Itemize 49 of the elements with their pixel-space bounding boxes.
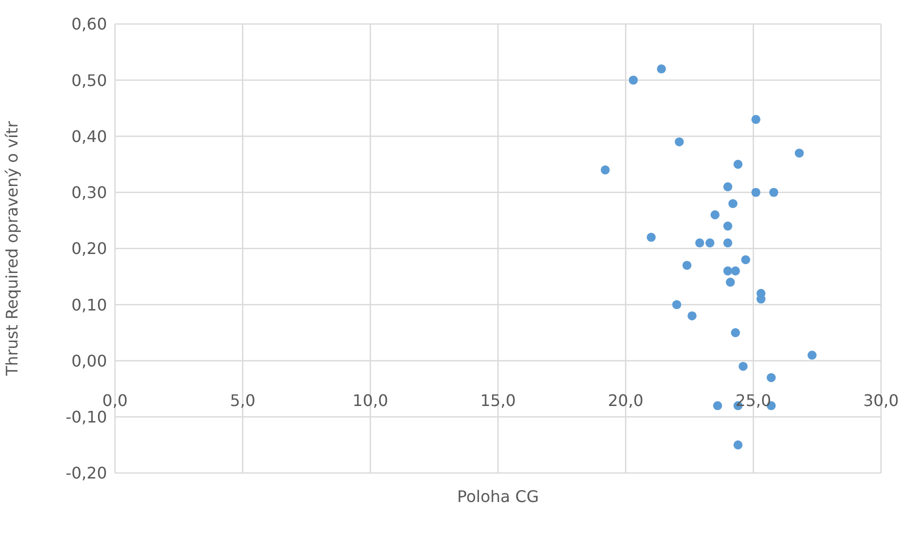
point xyxy=(730,328,740,338)
y-tick-label: 0,20 xyxy=(71,239,107,258)
point xyxy=(794,148,804,158)
x-tick-label: 15,0 xyxy=(480,391,516,410)
point xyxy=(730,266,740,276)
y-tick-label: -0,10 xyxy=(66,408,107,427)
point xyxy=(723,266,732,276)
point xyxy=(705,238,714,248)
point xyxy=(728,199,738,208)
y-tick-label: 0,60 xyxy=(71,14,107,34)
point xyxy=(600,165,610,174)
point xyxy=(808,350,817,360)
point xyxy=(741,255,750,264)
x-tick-label: 5,0 xyxy=(230,391,256,410)
point xyxy=(710,210,720,220)
point xyxy=(695,238,704,248)
point xyxy=(628,76,638,85)
y-tick-label: 0,10 xyxy=(71,295,107,314)
point xyxy=(726,278,735,287)
y-tick-label: 0,00 xyxy=(71,351,107,370)
point xyxy=(751,114,760,124)
point xyxy=(734,440,743,450)
point xyxy=(646,232,656,242)
x-axis-title: Poloha CG xyxy=(457,487,539,506)
point xyxy=(751,188,760,197)
point xyxy=(713,401,722,410)
point xyxy=(766,373,776,382)
point xyxy=(738,362,748,371)
x-tick-label: 10,0 xyxy=(352,391,388,410)
x-tick-label: 20,0 xyxy=(608,391,644,410)
y-tick-label: 0,50 xyxy=(71,70,107,90)
point xyxy=(756,294,766,304)
point xyxy=(682,260,692,270)
point xyxy=(688,311,697,320)
y-tick-label: 0,30 xyxy=(71,183,107,202)
x-tick-label: 25,0 xyxy=(736,391,772,410)
point xyxy=(769,188,778,197)
point xyxy=(656,64,666,74)
y-tick-label: -0,20 xyxy=(66,464,107,483)
point xyxy=(734,160,743,169)
x-tick-label: 0,0 xyxy=(102,391,128,410)
point xyxy=(723,238,732,248)
y-tick-label: 0,40 xyxy=(71,126,107,146)
point xyxy=(723,222,732,231)
point xyxy=(674,137,684,146)
point xyxy=(723,182,732,192)
x-tick-label: 30,0 xyxy=(863,391,899,410)
y-axis-title: Thrust Required opravený o vítr xyxy=(2,120,22,377)
point xyxy=(672,300,682,310)
